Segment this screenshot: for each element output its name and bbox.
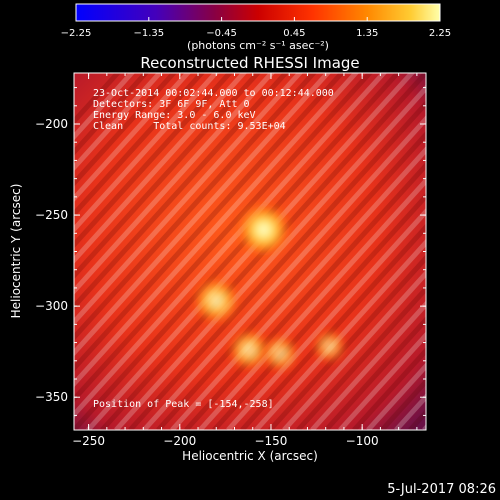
colorbar-tick-label: 1.35 — [356, 28, 378, 39]
fringe-stripe — [74, 73, 332, 357]
fringe-stripe — [74, 73, 192, 203]
y-tick-label: −200 — [35, 117, 68, 131]
colorbar-gradient — [75, 3, 441, 22]
fringe-stripe — [74, 73, 360, 388]
clean-counts-text: Clean Total counts: 9.53E+04 — [93, 121, 286, 132]
emission-source — [192, 277, 240, 325]
fringe-stripe — [324, 316, 426, 430]
fringe-stripe — [74, 73, 262, 280]
heatmap-image — [74, 33, 500, 430]
fringe-stripe — [74, 73, 164, 172]
fringe-stripe — [74, 73, 220, 234]
fringe-stripe — [494, 33, 500, 430]
fringe-stripe — [74, 73, 234, 249]
fringe-stripe — [74, 73, 346, 372]
colorbar-tick-label: 2.25 — [429, 28, 451, 39]
fringe-stripe — [422, 424, 426, 430]
fringe-stripe — [74, 73, 318, 342]
y-tick-label: −300 — [35, 299, 68, 313]
fringe-stripe — [254, 238, 426, 430]
fringe-stripe — [352, 346, 426, 430]
colorbar-tick-label: −0.45 — [206, 28, 237, 39]
source-layer — [192, 202, 347, 373]
emission-source — [312, 329, 347, 364]
x-tick-label: −250 — [72, 434, 105, 448]
fringe-stripe — [74, 73, 150, 156]
energy-range-text: Energy Range: 3.0 - 6.0 keV — [93, 110, 256, 121]
fringe-stripe — [128, 99, 426, 430]
emission-source — [261, 334, 299, 373]
fringe-stripe — [74, 73, 304, 326]
date-stamp: 5-Jul-2017 08:26 — [387, 482, 496, 497]
y-axis-label: Heliocentric Y (arcsec) — [9, 184, 23, 319]
colorbar-tick-label: −1.35 — [133, 28, 164, 39]
fringe-stripe — [338, 331, 426, 430]
emission-source — [227, 328, 271, 372]
fringe-stripe — [480, 33, 500, 430]
fringe-stripe — [74, 73, 276, 295]
fringe-stripe — [466, 33, 500, 430]
y-tick-label: −250 — [35, 208, 68, 222]
y-tick-label: −350 — [35, 390, 68, 404]
chart-title: Reconstructed RHESSI Image — [140, 54, 359, 72]
observation-info: 23-Oct-2014 00:02:44.000 to 00:12:44.000… — [93, 88, 334, 132]
fringe-stripe — [282, 269, 426, 430]
detectors-text: Detectors: 3F 6F 9F, Att 0 — [93, 99, 250, 110]
fringe-stripe — [114, 84, 426, 430]
fringe-stripe — [74, 73, 178, 187]
x-axis-label: Heliocentric X (arcsec) — [182, 449, 318, 463]
colorbar-units: (photons cm⁻² s⁻¹ asec⁻²) — [187, 39, 329, 52]
fringe-stripe — [310, 300, 426, 430]
fringe-stripe — [74, 73, 136, 141]
peak-position-text: Position of Peak = [-154,-258] — [93, 399, 274, 410]
fringe-stripe — [296, 285, 426, 430]
fringe-stripe — [74, 73, 122, 125]
fringe-stripe — [156, 130, 426, 430]
fringe-stripe — [452, 33, 500, 430]
fringe-stripe — [170, 146, 426, 430]
fringe-stripe — [142, 115, 426, 430]
colorbar-ticks: −2.25 −1.35 −0.45 0.45 1.35 2.25 — [61, 17, 451, 39]
emission-source — [236, 202, 292, 258]
fringe-stripe — [74, 73, 290, 311]
fringe-stripe — [438, 33, 500, 430]
time-range-text: 23-Oct-2014 00:02:44.000 to 00:12:44.000 — [93, 88, 334, 99]
colorbar-tick-label: −2.25 — [61, 28, 92, 39]
colorbar: −2.25 −1.35 −0.45 0.45 1.35 2.25 (photons cm⁻… — [61, 3, 451, 52]
fringe-stripe — [74, 73, 206, 218]
fringe-stripe — [74, 73, 248, 264]
axes: −250 −200 −150 −100 −200 −250 −300 −350 — [35, 73, 426, 448]
fringe-stripe — [240, 223, 426, 430]
colorbar-tick-label: 0.45 — [283, 28, 305, 39]
x-tick-label: −200 — [163, 434, 196, 448]
x-tick-label: −150 — [254, 434, 287, 448]
fringe-stripe — [268, 254, 426, 430]
x-tick-label: −100 — [346, 434, 379, 448]
fringe-stripe — [74, 73, 374, 403]
